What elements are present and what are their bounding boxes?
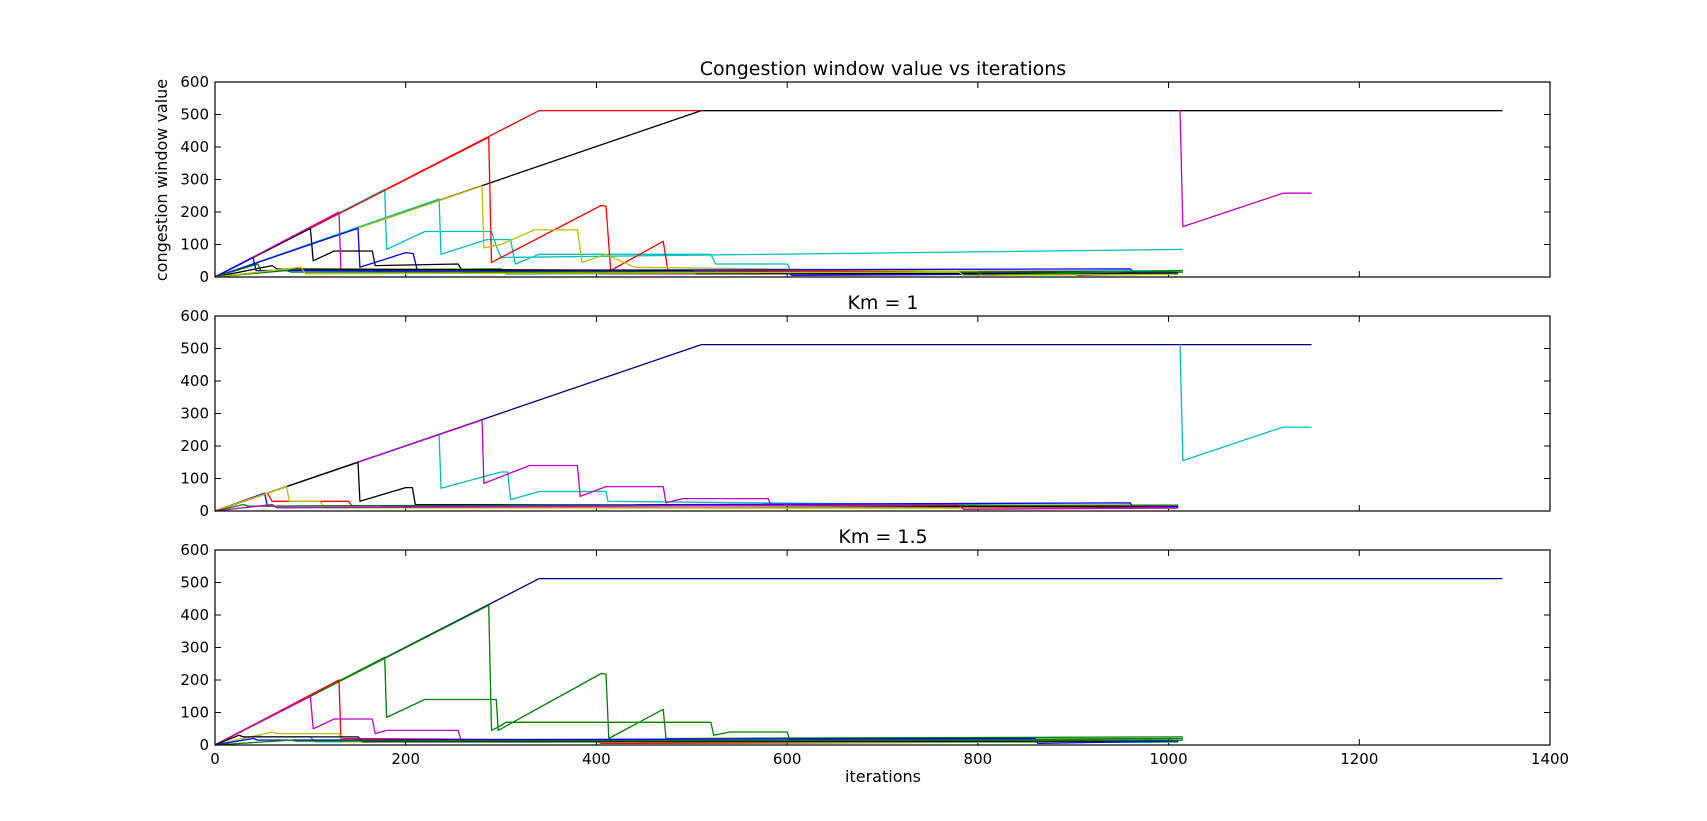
y-tick-label: 400 bbox=[180, 606, 209, 624]
subplot-km-1: Km = 1 0 100 200 300 400 500 600 bbox=[180, 292, 1551, 520]
x-tick-label: 800 bbox=[964, 750, 993, 768]
series-line-2 bbox=[1178, 109, 1312, 228]
series-line-2 bbox=[214, 433, 1179, 512]
subplot-congestion-window: Congestion window value vs iterations co… bbox=[152, 58, 1551, 286]
series-line-3 bbox=[214, 188, 1183, 278]
series-line-1 bbox=[1179, 344, 1312, 462]
y-tick-label: 600 bbox=[180, 73, 209, 91]
series-line-9 bbox=[214, 739, 1183, 746]
y-tick-label: 200 bbox=[180, 671, 209, 689]
plot-area: 0 200 400 600 800 1000 1200 1400 0 100 200 300 400 50… bbox=[180, 541, 1569, 768]
axes-frame bbox=[214, 549, 1551, 746]
series-line-2 bbox=[214, 604, 1183, 746]
series-line-7 bbox=[214, 734, 1179, 746]
y-tick-label: 100 bbox=[180, 236, 209, 254]
series-line-14 bbox=[214, 266, 1179, 278]
y-tick-label: 500 bbox=[180, 106, 209, 124]
x-tick-label: 1000 bbox=[1149, 750, 1187, 768]
y-tick-label: 500 bbox=[180, 340, 209, 358]
series-line-7 bbox=[214, 485, 1179, 512]
y-tick-label: 0 bbox=[199, 502, 209, 520]
series-line-1 bbox=[214, 656, 1183, 746]
y-tick-label: 100 bbox=[180, 704, 209, 722]
series-line-4 bbox=[214, 461, 1179, 512]
y-tick-label: 100 bbox=[180, 470, 209, 488]
y-tick-label: 200 bbox=[180, 437, 209, 455]
subplot-km-1-5: Km = 1.5 0 200 400 600 800 1000 1200 1400 0 100 20… bbox=[180, 526, 1569, 786]
series-line-3 bbox=[214, 679, 1179, 746]
axes-frame bbox=[214, 81, 1551, 278]
x-tick-label: 200 bbox=[391, 750, 420, 768]
series-line-3 bbox=[214, 419, 1179, 512]
subplot-title: Congestion window value vs iterations bbox=[700, 58, 1066, 80]
series-line-8 bbox=[214, 737, 1179, 746]
plot-area: 0 100 200 300 400 500 600 bbox=[180, 307, 1551, 520]
series-line-4 bbox=[214, 695, 1179, 746]
x-tick-label: 1200 bbox=[1340, 750, 1378, 768]
y-tick-label: 200 bbox=[180, 203, 209, 221]
y-tick-label: 600 bbox=[180, 307, 209, 325]
y-tick-label: 300 bbox=[180, 171, 209, 189]
series-line-11 bbox=[214, 264, 1179, 278]
y-tick-label: 500 bbox=[180, 574, 209, 592]
series-line-5 bbox=[214, 136, 1183, 278]
series-line-4 bbox=[214, 198, 1183, 278]
y-tick-label: 0 bbox=[199, 268, 209, 286]
y-tick-label: 300 bbox=[180, 405, 209, 423]
x-tick-label: 400 bbox=[582, 750, 611, 768]
x-axis-label: iterations bbox=[845, 767, 921, 786]
y-axis-label: congestion window value bbox=[152, 79, 171, 281]
series-line-6 bbox=[214, 185, 1179, 278]
y-tick-label: 400 bbox=[180, 138, 209, 156]
x-tick-label: 600 bbox=[773, 750, 802, 768]
subplot-title: Km = 1 bbox=[847, 292, 918, 314]
x-tick-label: 0 bbox=[210, 750, 220, 768]
plot-area: 0 100 200 300 400 500 600 bbox=[180, 73, 1551, 286]
series-line-0 bbox=[214, 343, 1312, 512]
subplot-title: Km = 1.5 bbox=[838, 526, 927, 548]
axes-frame bbox=[214, 315, 1551, 512]
y-tick-label: 600 bbox=[180, 541, 209, 559]
y-tick-label: 400 bbox=[180, 372, 209, 390]
x-tick-label: 1400 bbox=[1531, 750, 1569, 768]
series-line-9 bbox=[214, 503, 1179, 512]
y-tick-label: 300 bbox=[180, 639, 209, 657]
series-line-0 bbox=[214, 577, 1503, 746]
y-tick-label: 0 bbox=[199, 736, 209, 754]
